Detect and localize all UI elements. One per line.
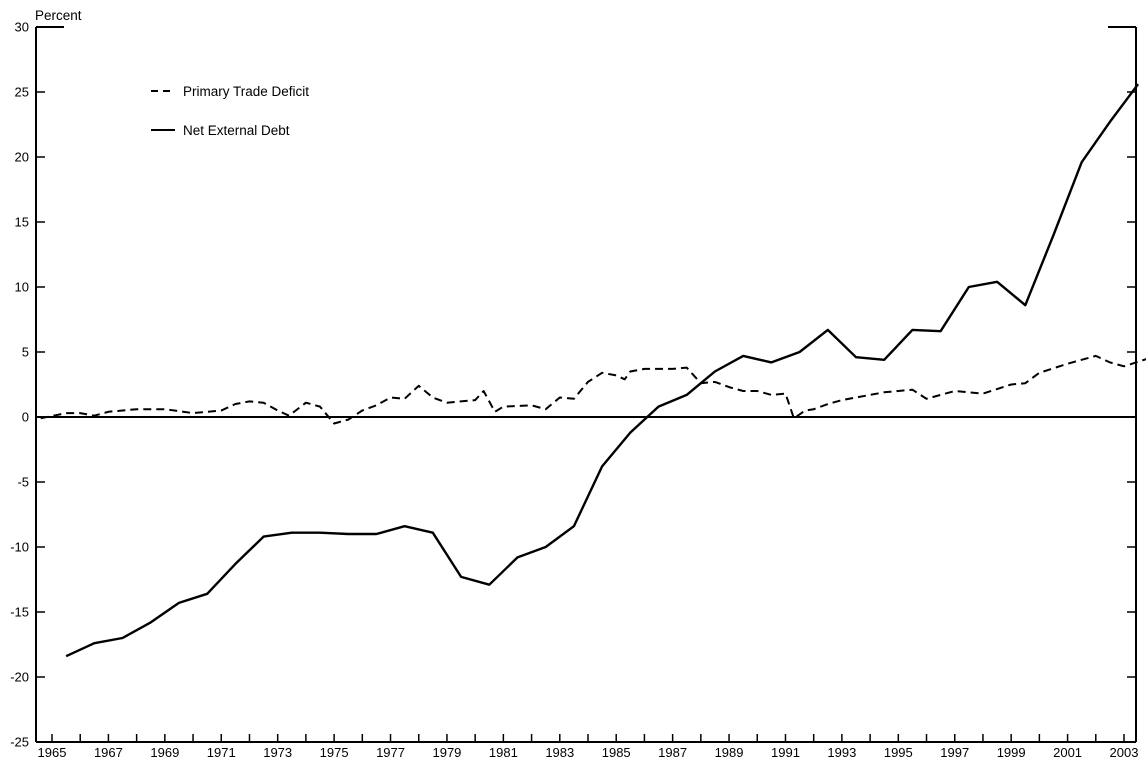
x-tick-label: 1987 bbox=[658, 745, 687, 760]
x-tick-label: 1965 bbox=[38, 745, 67, 760]
legend-label: Net External Debt bbox=[183, 123, 290, 138]
legend-label: Primary Trade Deficit bbox=[183, 84, 309, 99]
x-tick-label: 1993 bbox=[827, 745, 856, 760]
x-tick-label: 2003 bbox=[1110, 745, 1139, 760]
x-tick-label: 1971 bbox=[207, 745, 236, 760]
x-tick-label: 1999 bbox=[997, 745, 1026, 760]
y-tick-label: -5 bbox=[17, 475, 29, 490]
plot-frame bbox=[35, 26, 1137, 743]
y-tick-label: 15 bbox=[15, 215, 29, 230]
x-tick-label: 1973 bbox=[263, 745, 292, 760]
x-tick-label: 1991 bbox=[771, 745, 800, 760]
y-axis-ticks: 30 25 20 15 10 5 0 -5 -10 -15 -20 -25 bbox=[10, 20, 1136, 750]
x-tick-label: 1977 bbox=[376, 745, 405, 760]
y-tick-label: -10 bbox=[10, 540, 29, 555]
x-tick-label: 1997 bbox=[940, 745, 969, 760]
y-tick-label: -20 bbox=[10, 670, 29, 685]
legend: Primary Trade Deficit Net External Debt bbox=[151, 84, 309, 138]
x-tick-label: 1969 bbox=[150, 745, 179, 760]
y-tick-label: 30 bbox=[15, 20, 29, 35]
x-tick-label: 1979 bbox=[432, 745, 461, 760]
x-axis-ticks: 1965 1967 1969 1971 1973 1975 1977 1979 1981 1983… bbox=[38, 734, 1139, 760]
x-tick-label: 1989 bbox=[715, 745, 744, 760]
y-tick-label: 25 bbox=[15, 85, 29, 100]
y-tick-label: -25 bbox=[10, 735, 29, 750]
x-tick-label: 1981 bbox=[489, 745, 518, 760]
y-tick-label: -15 bbox=[10, 605, 29, 620]
y-axis-label: Percent bbox=[35, 8, 82, 23]
y-tick-label: 10 bbox=[15, 280, 29, 295]
series-net-external-debt bbox=[65, 83, 1140, 658]
y-tick-label: 20 bbox=[15, 150, 29, 165]
y-tick-label: 0 bbox=[22, 410, 29, 425]
x-tick-label: 1995 bbox=[884, 745, 913, 760]
y-tick-label: 5 bbox=[22, 345, 29, 360]
x-tick-label: 1985 bbox=[602, 745, 631, 760]
x-tick-label: 1983 bbox=[545, 745, 574, 760]
x-tick-label: 1975 bbox=[320, 745, 349, 760]
series-lines bbox=[40, 83, 1146, 658]
x-tick-label: 2001 bbox=[1053, 745, 1082, 760]
x-tick-label: 1967 bbox=[94, 745, 123, 760]
series-primary-trade-deficit bbox=[40, 354, 1146, 425]
